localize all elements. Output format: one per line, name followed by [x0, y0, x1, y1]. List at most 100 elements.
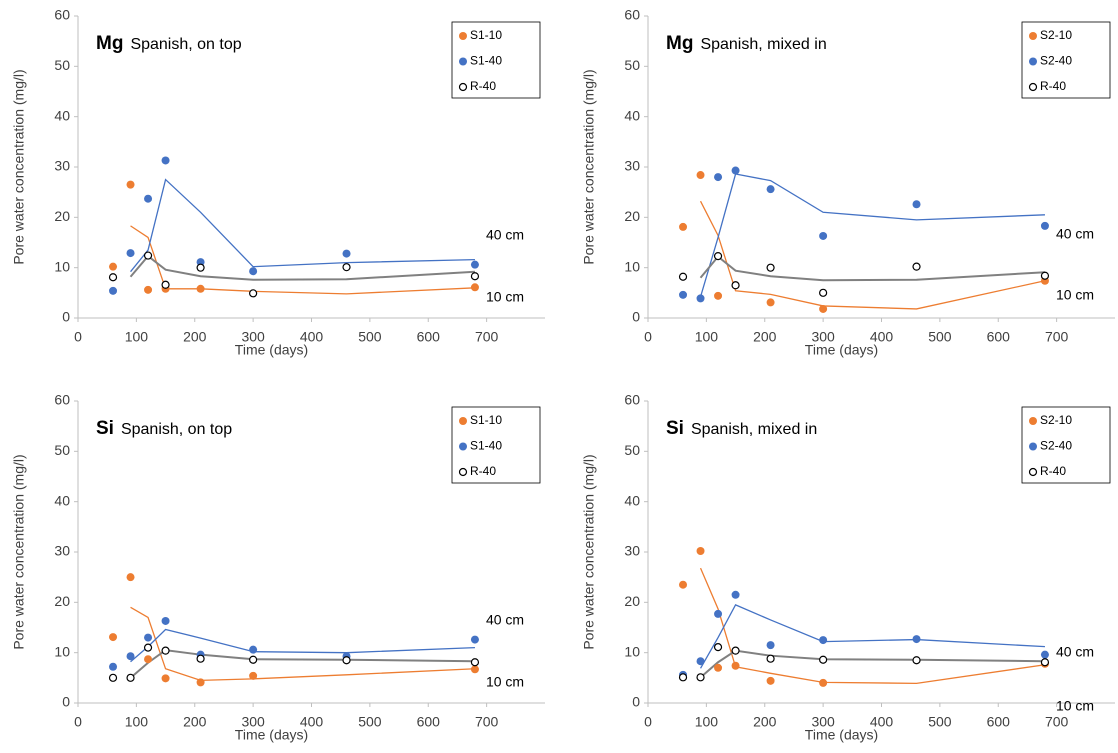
- chart-title: Mg: [666, 33, 693, 54]
- data-point: [161, 156, 170, 165]
- data-point: [731, 661, 740, 670]
- data-point: [249, 645, 258, 654]
- legend-marker: [1029, 417, 1037, 425]
- x-tick-label: 700: [475, 714, 499, 730]
- legend-marker: [1029, 57, 1037, 66]
- data-point: [766, 263, 775, 272]
- data-point: [126, 249, 135, 258]
- data-point: [196, 654, 205, 663]
- data-point: [713, 643, 723, 652]
- trend-line: [130, 178, 475, 273]
- data-point: [696, 294, 705, 303]
- x-tick-label: 100: [695, 714, 719, 730]
- x-tick-label: 0: [644, 329, 652, 345]
- chart-title: Mg: [96, 33, 123, 54]
- legend-label: S2-10: [1040, 413, 1072, 427]
- data-point: [470, 272, 480, 281]
- data-point: [766, 641, 775, 650]
- x-axis-label: Time (days): [805, 342, 878, 358]
- data-point: [161, 646, 170, 655]
- y-tick-label: 60: [624, 7, 640, 23]
- trend-line: [699, 255, 1046, 282]
- legend-marker: [458, 467, 468, 477]
- y-tick-label: 0: [62, 309, 70, 325]
- data-point: [819, 231, 828, 240]
- trend-line: [129, 254, 476, 281]
- data-point: [678, 272, 688, 281]
- y-axis-label: Pore water concentration (mg/l): [581, 454, 597, 649]
- legend-marker: [459, 57, 467, 66]
- data-point: [1040, 650, 1049, 659]
- legend-marker: [459, 417, 467, 425]
- x-tick-label: 400: [870, 714, 894, 730]
- data-point: [819, 304, 828, 313]
- data-point: [714, 173, 723, 182]
- data-point: [1040, 658, 1050, 667]
- data-point: [714, 663, 723, 672]
- x-tick-label: 100: [695, 329, 719, 345]
- data-point: [108, 673, 118, 682]
- x-tick-label: 600: [417, 329, 441, 345]
- y-tick-label: 0: [62, 694, 70, 710]
- y-tick-label: 60: [54, 392, 70, 408]
- data-point: [766, 185, 775, 194]
- data-point: [714, 291, 723, 300]
- y-tick-label: 10: [624, 258, 640, 274]
- trend-line: [699, 649, 1045, 679]
- annotation: 40 cm: [486, 612, 524, 628]
- y-tick-label: 30: [624, 543, 640, 559]
- data-point: [249, 289, 258, 298]
- x-tick-label: 0: [644, 714, 652, 730]
- x-tick-label: 200: [183, 329, 207, 345]
- x-axis-label: Time (days): [805, 727, 878, 743]
- data-point: [819, 678, 828, 687]
- trend-line: [699, 173, 1045, 298]
- chart-title: Si: [96, 418, 114, 439]
- legend-marker: [458, 82, 468, 92]
- x-tick-label: 0: [74, 329, 82, 345]
- data-point: [249, 655, 258, 664]
- x-tick-label: 100: [125, 714, 149, 730]
- data-point: [109, 662, 118, 671]
- x-tick-label: 600: [987, 714, 1011, 730]
- data-point: [714, 609, 723, 618]
- y-tick-label: 20: [624, 593, 640, 609]
- data-point: [679, 580, 688, 589]
- y-tick-label: 50: [54, 57, 70, 73]
- data-point: [109, 633, 118, 642]
- data-point: [144, 285, 153, 294]
- y-tick-label: 50: [54, 442, 70, 458]
- legend-marker: [1028, 82, 1038, 92]
- data-point: [819, 655, 828, 664]
- data-point: [731, 646, 740, 655]
- data-point: [713, 251, 723, 261]
- data-point: [731, 590, 740, 599]
- data-point: [912, 200, 921, 209]
- trend-line: [699, 567, 1046, 685]
- legend-label: R-40: [470, 79, 496, 93]
- data-point: [161, 280, 170, 289]
- data-point: [342, 249, 351, 258]
- data-point: [126, 573, 135, 582]
- chart-title: Si: [666, 418, 684, 439]
- x-tick-label: 0: [74, 714, 82, 730]
- x-tick-label: 400: [870, 329, 894, 345]
- data-point: [196, 678, 205, 687]
- annotation: 40 cm: [1056, 644, 1094, 660]
- y-tick-label: 30: [624, 158, 640, 174]
- data-point: [679, 222, 688, 231]
- data-point: [470, 658, 480, 667]
- data-point: [696, 673, 705, 682]
- legend-label: S2-40: [1040, 439, 1072, 453]
- data-point: [143, 251, 153, 260]
- legend-label: S1-40: [470, 54, 502, 68]
- data-point: [108, 273, 118, 282]
- data-point: [342, 263, 351, 272]
- annotation: 10 cm: [486, 674, 524, 690]
- y-tick-label: 40: [624, 107, 640, 123]
- legend-marker: [1029, 442, 1037, 451]
- y-tick-label: 0: [632, 309, 640, 325]
